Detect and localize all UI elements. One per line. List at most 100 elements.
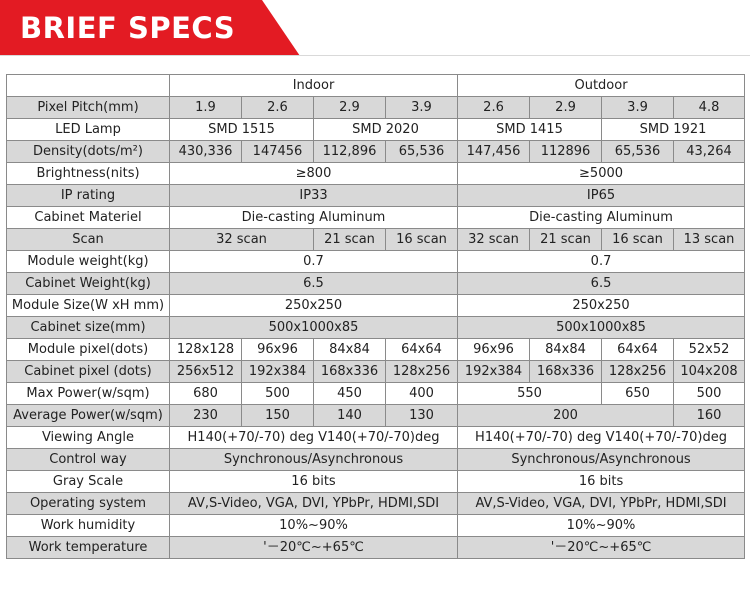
table-row: Control way Synchronous/Asynchronous Synch…	[6, 448, 746, 471]
table-row: Module weight(kg) 0.7 0.7	[6, 250, 746, 273]
spec-value-cell: '－20℃~+65℃	[457, 536, 746, 559]
spec-value-cell: Outdoor	[457, 74, 746, 97]
table-row: Max Power(w/sqm) 680 500 450 400 550 650 500	[6, 382, 746, 405]
spec-value-cell: 10%~90%	[457, 514, 746, 537]
spec-value-cell: 192x384	[241, 360, 314, 383]
row-label-cell: Density(dots/m²)	[6, 140, 170, 163]
spec-value-cell: 64x64	[601, 338, 675, 361]
table-row: IP rating IP33 IP65	[6, 184, 746, 207]
spec-value-cell: 32 scan	[457, 228, 531, 251]
spec-value-cell: AV,S-Video, VGA, DVI, YPbPr, HDMI,SDI	[168, 492, 459, 515]
banner-divider	[0, 55, 750, 56]
spec-value-cell: AV,S-Video, VGA, DVI, YPbPr, HDMI,SDI	[457, 492, 746, 515]
spec-value-cell: 147456	[241, 140, 314, 163]
spec-value-cell: 16 bits	[168, 470, 459, 493]
spec-value-cell: 21 scan	[529, 228, 603, 251]
spec-value-cell: 192x384	[457, 360, 531, 383]
table-row: Density(dots/m²) 430,336 147456 112,896 65,5…	[6, 140, 746, 163]
spec-value-cell: 96x96	[241, 338, 314, 361]
spec-value-cell: 43,264	[673, 140, 746, 163]
spec-value-cell: 0.7	[168, 250, 459, 273]
spec-value-cell: 52x52	[673, 338, 746, 361]
spec-value-cell: 200	[457, 404, 675, 427]
spec-value-cell: 230	[169, 404, 242, 427]
spec-value-cell: 96x96	[457, 338, 531, 361]
spec-value-cell: 500x1000x85	[168, 316, 459, 339]
header-banner: BRIEF SPECS	[0, 0, 750, 57]
spec-value-cell: '－20℃~+65℃	[168, 536, 459, 559]
spec-value-cell: IP33	[168, 184, 459, 207]
spec-value-cell: 2.6	[457, 96, 531, 119]
spec-value-cell: 400	[384, 382, 459, 405]
spec-value-cell: 550	[457, 382, 603, 405]
page-title: BRIEF SPECS	[20, 11, 236, 45]
row-label-cell: Module weight(kg)	[6, 250, 170, 273]
spec-value-cell: SMD 1921	[601, 118, 746, 141]
spec-value-cell: Die-casting Aluminum	[457, 206, 746, 229]
spec-value-cell: 150	[241, 404, 314, 427]
spec-value-cell: H140(+70/-70) deg V140(+70/-70)deg	[168, 426, 459, 449]
row-label-cell: Cabinet Weight(kg)	[6, 272, 170, 295]
spec-value-cell: 16 scan	[384, 228, 459, 251]
spec-value-cell: 112,896	[313, 140, 386, 163]
spec-value-cell: 650	[601, 382, 675, 405]
spec-value-cell: 10%~90%	[168, 514, 459, 537]
row-label-cell: Cabinet Materiel	[6, 206, 170, 229]
table-row: Viewing Angle H140(+70/-70) deg V140(+70/…	[6, 426, 746, 449]
spec-value-cell: 6.5	[457, 272, 746, 295]
row-label-cell: Average Power(w/sqm)	[6, 404, 170, 427]
spec-value-cell: 450	[313, 382, 386, 405]
spec-value-cell: SMD 1415	[457, 118, 603, 141]
row-label-cell: Cabinet pixel (dots)	[6, 360, 170, 383]
banner-red-shape	[0, 0, 300, 56]
spec-value-cell: 168x336	[529, 360, 603, 383]
table-row: Cabinet size(mm) 500x1000x85 500x1000x85	[6, 316, 746, 339]
spec-value-cell: 430,336	[169, 140, 242, 163]
spec-value-cell: ≥800	[168, 162, 459, 185]
spec-value-cell: 13 scan	[673, 228, 746, 251]
spec-value-cell: 64x64	[384, 338, 459, 361]
spec-value-cell: 4.8	[673, 96, 746, 119]
table-row: Pixel Pitch(mm) 1.9 2.6 2.9 3.9 2.6 2.9 3.9 4.8	[6, 96, 746, 119]
spec-value-cell: 160	[673, 404, 746, 427]
table-row: Cabinet Weight(kg) 6.5 6.5	[6, 272, 746, 295]
spec-table: Indoor Outdoor Pixel Pitch(mm) 1.9 2.6 2.9 3.9…	[6, 74, 746, 559]
spec-value-cell: 500	[673, 382, 746, 405]
spec-table-body: Indoor Outdoor Pixel Pitch(mm) 1.9 2.6 2.9 3.9…	[6, 74, 746, 559]
spec-value-cell: 2.6	[241, 96, 314, 119]
spec-value-cell: 0.7	[457, 250, 746, 273]
table-row: Scan 32 scan 21 scan 16 scan 32 scan 21 scan 1…	[6, 228, 746, 251]
spec-value-cell: 2.9	[313, 96, 386, 119]
spec-value-cell: 84x84	[313, 338, 386, 361]
spec-value-cell: SMD 1515	[169, 118, 314, 141]
row-label-cell: IP rating	[6, 184, 170, 207]
table-row: LED Lamp SMD 1515 SMD 2020 SMD 1415 SMD 1921	[6, 118, 746, 141]
row-label-cell: Work humidity	[6, 514, 170, 537]
spec-value-cell: 2.9	[529, 96, 603, 119]
spec-value-cell: 500	[241, 382, 314, 405]
spec-value-cell: 128x256	[384, 360, 459, 383]
spec-value-cell: Indoor	[168, 74, 459, 97]
table-row: Brightness(nits) ≥800 ≥5000	[6, 162, 746, 185]
table-row: Module pixel(dots) 128x128 96x96 84x84 64x64…	[6, 338, 746, 361]
table-row: Cabinet Materiel Die-casting Aluminum Die-…	[6, 206, 746, 229]
spec-value-cell: ≥5000	[457, 162, 746, 185]
spec-value-cell: Die-casting Aluminum	[168, 206, 459, 229]
table-row: Module Size(W xH mm) 250x250 250x250	[6, 294, 746, 317]
row-label-cell: Module Size(W xH mm)	[6, 294, 170, 317]
spec-value-cell: 500x1000x85	[457, 316, 746, 339]
spec-value-cell: 112896	[529, 140, 603, 163]
row-label-cell: Scan	[6, 228, 170, 251]
row-label-cell: Brightness(nits)	[6, 162, 170, 185]
spec-value-cell: 147,456	[457, 140, 531, 163]
row-label-cell: Gray Scale	[6, 470, 170, 493]
spec-value-cell: 256x512	[169, 360, 242, 383]
spec-value-cell: 3.9	[601, 96, 675, 119]
spec-value-cell: H140(+70/-70) deg V140(+70/-70)deg	[457, 426, 746, 449]
row-label-cell: Work temperature	[6, 536, 170, 559]
spec-value-cell: Synchronous/Asynchronous	[168, 448, 459, 471]
row-label-cell: Pixel Pitch(mm)	[6, 96, 170, 119]
spec-value-cell: 16 scan	[601, 228, 675, 251]
spec-value-cell: IP65	[457, 184, 746, 207]
spec-value-cell: 65,536	[601, 140, 675, 163]
